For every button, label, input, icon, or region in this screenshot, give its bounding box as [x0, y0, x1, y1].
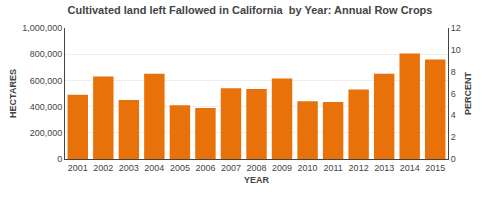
svg-text:6: 6: [451, 89, 456, 99]
svg-text:HECTARES: HECTARES: [8, 69, 18, 118]
svg-text:PERCENT: PERCENT: [463, 72, 473, 116]
svg-text:1,000,000: 1,000,000: [22, 23, 62, 33]
svg-text:2004: 2004: [144, 163, 164, 173]
svg-text:2: 2: [451, 132, 456, 142]
svg-text:0: 0: [451, 154, 456, 164]
svg-text:2007: 2007: [221, 163, 241, 173]
svg-text:4: 4: [451, 110, 456, 120]
svg-text:2011: 2011: [323, 163, 342, 173]
svg-text:Cultivated land left Fallowed: Cultivated land left Fallowed in Califor…: [68, 4, 433, 16]
svg-text:2015: 2015: [425, 163, 445, 173]
svg-text:12: 12: [451, 23, 461, 33]
svg-text:0: 0: [57, 154, 62, 164]
svg-text:2005: 2005: [170, 163, 190, 173]
svg-text:2001: 2001: [68, 163, 88, 173]
svg-text:2010: 2010: [298, 163, 318, 173]
svg-text:10: 10: [451, 45, 461, 55]
svg-text:2003: 2003: [119, 163, 139, 173]
svg-text:2006: 2006: [195, 163, 215, 173]
svg-text:2008: 2008: [246, 163, 266, 173]
svg-text:2009: 2009: [272, 163, 292, 173]
svg-text:400,000: 400,000: [30, 102, 63, 112]
svg-text:2012: 2012: [349, 163, 369, 173]
svg-text:YEAR: YEAR: [244, 175, 270, 185]
svg-text:2014: 2014: [400, 163, 420, 173]
svg-text:8: 8: [451, 67, 456, 77]
svg-text:2002: 2002: [93, 163, 113, 173]
svg-text:200,000: 200,000: [30, 128, 63, 138]
svg-text:600,000: 600,000: [30, 76, 63, 86]
svg-text:800,000: 800,000: [30, 49, 63, 59]
svg-text:2013: 2013: [374, 163, 394, 173]
